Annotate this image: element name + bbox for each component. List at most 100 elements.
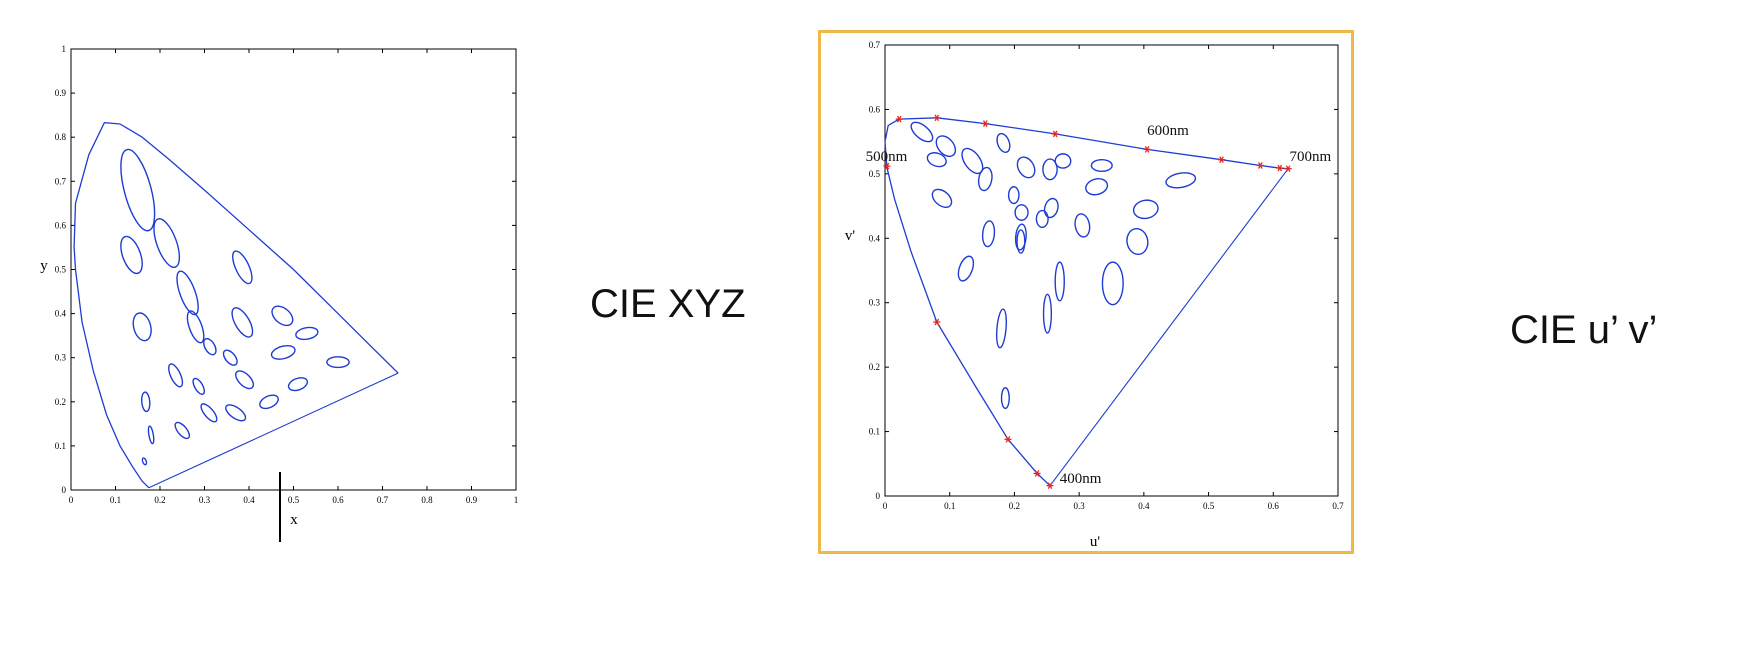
- macadam-ellipse: [1074, 213, 1091, 238]
- macadam-ellipse: [232, 250, 253, 285]
- x-tick-label: 0: [883, 501, 888, 511]
- macadam-ellipse: [996, 132, 1011, 153]
- wavelength-marker: [883, 162, 891, 170]
- macadam-ellipse: [174, 421, 191, 440]
- wavelength-marker: [1051, 130, 1059, 138]
- wavelength-marker-stroke: [884, 162, 890, 170]
- y-tick-label: 0.8: [55, 132, 67, 142]
- wavelength-marker-stroke: [982, 120, 988, 127]
- macadam-ellipse: [141, 457, 148, 466]
- macadam-ellipse: [259, 394, 279, 410]
- wavelength-marker-stroke: [1277, 164, 1283, 172]
- x-tick-label: 0.7: [377, 495, 389, 505]
- macadam-ellipse: [192, 377, 206, 395]
- macadam-ellipse: [1000, 387, 1010, 410]
- y-axis-label: y: [40, 258, 48, 274]
- macadam-ellipse: [222, 349, 238, 366]
- y-tick-label: 0.2: [55, 397, 66, 407]
- macadam-ellipse: [981, 220, 996, 248]
- x-tick-label: 1: [514, 495, 519, 505]
- macadam-ellipse: [1054, 261, 1065, 302]
- y-tick-label: 0: [876, 491, 881, 501]
- purple-line: [148, 372, 399, 489]
- x-tick-label: 0.4: [1138, 501, 1150, 511]
- macadam-ellipse: [1007, 186, 1020, 205]
- y-tick-label: 0.1: [869, 427, 880, 437]
- macadam-ellipse: [931, 188, 953, 208]
- wavelength-marker-stroke: [1285, 165, 1291, 173]
- macadam-ellipse: [235, 370, 255, 390]
- macadam-ellipse: [287, 377, 309, 392]
- macadam-ellipse: [977, 166, 993, 192]
- spectral-locus: [884, 117, 1289, 487]
- macadam-ellipse: [961, 147, 984, 175]
- wavelength-annotation: 400nm: [1060, 471, 1102, 487]
- cie-xy-svg: 0 0.1 0.2 0.3 0.4 0.5 0.6 0.7 0.8 0.9 1 0 0.1 0.2 0.3 0…: [40, 44, 519, 542]
- macadam-ellipse: [1016, 229, 1026, 254]
- spectral-locus: [73, 121, 399, 489]
- macadam-ellipse: [153, 218, 181, 269]
- macadam-ellipse: [1014, 223, 1027, 251]
- macadam-ellipse: [926, 152, 947, 168]
- macadam-ellipse: [1090, 158, 1113, 172]
- axes-frame: [884, 44, 1339, 497]
- x-tick-label: 0.3: [1074, 501, 1086, 511]
- cie-xy-chart: 0 0.1 0.2 0.3 0.4 0.5 0.6 0.7 0.8 0.9 1 0 0.1 0.2 0.3 0…: [0, 0, 560, 560]
- x-tick-label: 0.1: [944, 501, 955, 511]
- y-tick-label: 0.9: [55, 88, 67, 98]
- macadam-ellipse: [203, 337, 217, 356]
- wavelength-marker: [1218, 156, 1226, 164]
- wavelength-marker-stroke: [1219, 156, 1224, 164]
- macadam-ellipse: [1101, 261, 1124, 306]
- macadam-ellipse: [168, 363, 184, 388]
- x-tick-label: 0.7: [1332, 501, 1344, 511]
- macadam-ellipse: [147, 425, 155, 445]
- x-axis-label: x: [290, 512, 298, 528]
- x-tick-label: 0.2: [154, 495, 165, 505]
- macadam-ellipse: [1085, 178, 1109, 196]
- y-tick-label: 0.3: [55, 353, 67, 363]
- wavelength-marker: [933, 114, 941, 122]
- wavelength-marker: [1284, 165, 1292, 173]
- macadam-ellipse: [326, 356, 350, 369]
- y-tick-label: 0.7: [55, 176, 67, 186]
- x-tick-label: 0.5: [288, 495, 300, 505]
- macadam-ellipse: [910, 121, 934, 143]
- macadam-ellipse: [295, 326, 319, 341]
- macadam-ellipse: [1042, 293, 1053, 334]
- y-tick-label: 0.4: [869, 233, 881, 243]
- macadam-ellipse: [1014, 204, 1029, 221]
- y-tick-label: 0.5: [869, 169, 881, 179]
- x-tick-label: 0.3: [199, 495, 211, 505]
- wavelength-marker: [1004, 435, 1012, 443]
- wavelength-marker-stroke: [1258, 162, 1263, 169]
- wavelength-marker: [895, 115, 903, 123]
- wavelength-marker: [933, 318, 941, 326]
- macadam-ellipse: [231, 307, 254, 338]
- x-tick-label: 0.9: [466, 495, 478, 505]
- cie-xyz-label: CIE XYZ: [590, 282, 746, 326]
- macadam-ellipse: [225, 404, 247, 422]
- macadam-ellipse: [176, 270, 199, 316]
- macadam-ellipse: [1035, 209, 1049, 229]
- y-tick-label: 0.5: [55, 265, 67, 275]
- macadam-ellipse: [1016, 156, 1036, 179]
- macadam-ellipse: [271, 305, 294, 327]
- cie-uv-chart: 0 0.1 0.2 0.3 0.4 0.5 0.6 0.7 0 0.1 0.2 0.3 0.4 0.5 0.…: [818, 30, 1354, 554]
- wavelength-marker: [1256, 162, 1264, 169]
- cie-uv-label: CIE u’ v’: [1510, 308, 1658, 352]
- macadam-ellipse: [120, 148, 156, 232]
- x-tick-label: 0.6: [332, 495, 344, 505]
- x-tick-label: 0: [69, 495, 74, 505]
- macadam-ellipse: [1054, 153, 1072, 169]
- macadam-ellipse: [935, 135, 957, 158]
- macadam-ellipse: [120, 235, 143, 275]
- macadam-ellipse: [1042, 158, 1058, 181]
- macadam-ellipse: [1043, 197, 1059, 219]
- wavelength-marker: [1276, 164, 1284, 172]
- macadam-ellipse: [1165, 172, 1197, 189]
- wavelength-marker: [1143, 146, 1151, 153]
- macadam-ellipse: [140, 391, 151, 413]
- wavelength-marker: [1033, 470, 1041, 477]
- x-tick-label: 0.1: [110, 495, 121, 505]
